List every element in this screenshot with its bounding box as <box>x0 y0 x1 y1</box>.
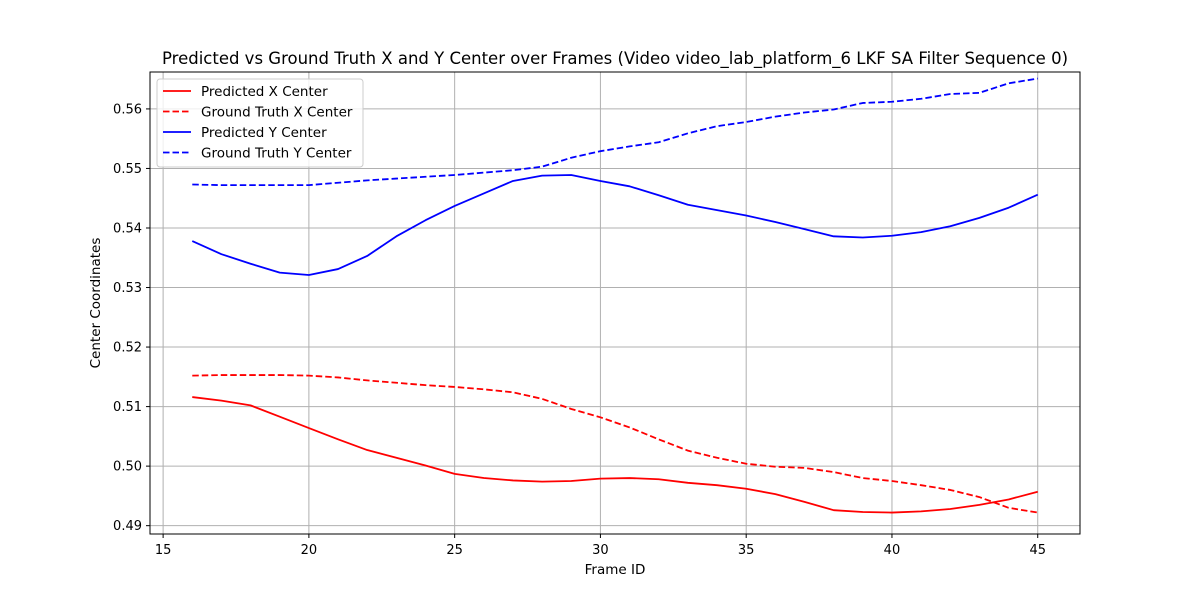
y-tick-label: 0.49 <box>113 519 142 534</box>
y-tick-label: 0.53 <box>113 281 142 296</box>
x-tick-label: 20 <box>301 543 318 558</box>
x-tick-label: 15 <box>155 543 172 558</box>
legend: Predicted X Center Ground Truth X Center P… <box>156 78 364 168</box>
chart-title: Predicted vs Ground Truth X and Y Center… <box>162 49 1068 69</box>
x-tick-label: 40 <box>884 543 901 558</box>
x-tick-label: 35 <box>738 543 755 558</box>
y-axis-label: Center Coordinates <box>88 238 104 369</box>
grid <box>150 72 1080 534</box>
x-tick-label: 45 <box>1029 543 1046 558</box>
legend-label: Predicted X Center <box>201 84 328 100</box>
y-tick-label: 0.55 <box>113 162 142 177</box>
y-tick-label: 0.54 <box>113 221 142 236</box>
y-axis: 0.49 0.50 0.51 0.52 0.53 0.54 0.55 0.56 <box>113 102 150 534</box>
y-tick-label: 0.56 <box>113 102 142 117</box>
x-tick-label: 30 <box>592 543 609 558</box>
series-lines <box>191 77 1039 514</box>
legend-box <box>156 78 364 168</box>
y-tick-label: 0.52 <box>113 341 142 356</box>
series-line-predicted-y-center <box>191 174 1039 276</box>
y-tick-label: 0.50 <box>113 460 142 475</box>
series-line-ground-truth-x-center <box>192 374 1038 514</box>
x-tick-label: 25 <box>446 543 463 558</box>
legend-label: Predicted Y Center <box>201 125 327 141</box>
legend-label: Ground Truth Y Center <box>201 146 352 162</box>
plot-area-frame <box>149 71 1081 535</box>
legend-label: Ground Truth X Center <box>201 105 353 121</box>
x-axis-label: Frame ID <box>585 562 646 578</box>
y-tick-label: 0.51 <box>113 400 142 415</box>
x-axis: 15 20 25 30 35 40 45 <box>155 534 1046 558</box>
series-line-predicted-x-center <box>192 396 1038 514</box>
